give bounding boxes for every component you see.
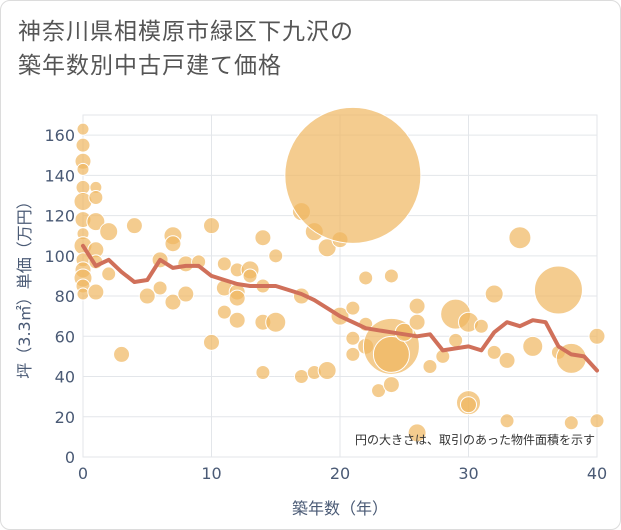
bubble-point (216, 256, 232, 272)
bubble-point (228, 311, 246, 329)
bubble-point (345, 330, 361, 346)
bubble-point (499, 413, 515, 429)
bubble-point (345, 300, 361, 316)
bubble-point (284, 106, 422, 244)
axis-ticks: 0 20 40 60 80 100 120 140 160 0 10 20 30 40 (44, 126, 607, 483)
bubble-point (522, 335, 544, 357)
y-tick-label: 40 (55, 368, 75, 387)
x-axis-label: 築年数（年） (292, 499, 388, 518)
bubble-point (152, 280, 168, 296)
y-tick-label: 0 (65, 448, 75, 467)
bubble-point (265, 311, 287, 333)
bubble-point (228, 289, 246, 307)
bubble-point (498, 351, 516, 369)
y-tick-label: 20 (55, 408, 75, 427)
bubble-point (75, 137, 91, 153)
bubble-point (76, 287, 90, 301)
bubble-point (382, 376, 400, 394)
bubble-point (345, 346, 361, 362)
bubble-point (76, 162, 90, 176)
bubble-size-note: 円の大きさは、取引のあった物件面積を示す (355, 432, 595, 447)
bubble-point (460, 396, 477, 414)
bubble-point (588, 327, 606, 345)
bubble-point (76, 122, 90, 136)
bubble-point (408, 297, 426, 315)
x-tick-label: 20 (330, 464, 350, 483)
bubble-point (448, 332, 464, 348)
y-tick-label: 100 (44, 247, 75, 266)
bubble-point (473, 318, 489, 334)
bubble-point (293, 369, 309, 385)
bubble-point (203, 217, 220, 235)
bubble-point (99, 222, 119, 242)
bubble-point (164, 293, 182, 311)
bubble-point (177, 255, 195, 273)
average-price-line (81, 243, 599, 373)
y-axis-label: 坪（3.3㎡）単価（万円） (15, 193, 34, 378)
bubble-point (113, 345, 131, 363)
bubble-point (242, 268, 258, 284)
bubble-point (88, 189, 104, 205)
bubble-layer (73, 106, 606, 443)
bubble-point (317, 360, 337, 380)
chart-title-line-1: 神奈川県相模原市緑区下九沢の (18, 19, 354, 45)
bubble-point (138, 287, 156, 305)
bubble-point (164, 235, 182, 253)
bubble-point (177, 285, 195, 303)
y-tick-label: 140 (44, 166, 75, 185)
bubble-point (508, 226, 532, 250)
bubble-point (422, 358, 438, 374)
x-tick-label: 10 (201, 464, 221, 483)
bubble-point (563, 415, 579, 431)
bubble-point (383, 268, 399, 284)
x-tick-label: 0 (78, 464, 88, 483)
y-tick-label: 60 (55, 327, 75, 346)
x-tick-label: 30 (458, 464, 478, 483)
y-tick-label: 160 (44, 126, 75, 145)
bubble-point (255, 365, 271, 381)
bubble-point (486, 344, 502, 360)
bubble-point (254, 229, 272, 247)
y-tick-label: 120 (44, 207, 75, 226)
bubble-point (86, 212, 106, 232)
bubble-point (216, 304, 232, 320)
bubble-point (408, 313, 426, 331)
y-tick-label: 80 (55, 287, 75, 306)
bubble-point (358, 270, 374, 286)
chart-title-line-2: 築年数別中古戸建て価格 (18, 53, 282, 79)
bubble-point (203, 333, 220, 351)
bubble-point (484, 284, 504, 304)
bubble-point (589, 413, 605, 429)
bubble-point (407, 423, 427, 443)
bubble-point (533, 265, 583, 315)
bubble-point (87, 283, 105, 301)
chart-title: 神奈川県相模原市緑区下九沢の 築年数別中古戸建て価格 (18, 15, 438, 83)
bubble-point (125, 217, 143, 235)
bubble-point (268, 248, 284, 264)
x-tick-label: 40 (587, 464, 607, 483)
bubble-point (101, 266, 117, 282)
trend-line-layer (81, 243, 599, 373)
bubble-point (372, 335, 410, 373)
